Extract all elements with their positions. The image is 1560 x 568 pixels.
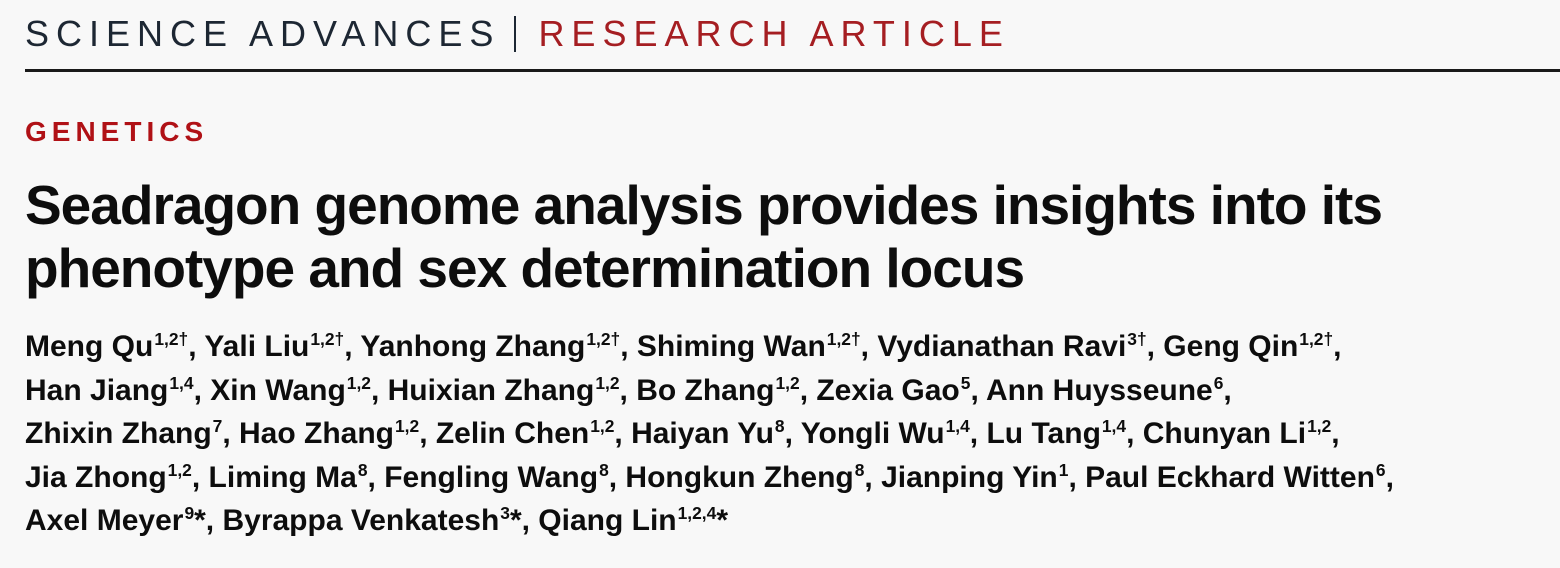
- author: Axel Meyer9*,: [25, 503, 223, 538]
- article-title: Seadragon genome analysis provides insig…: [25, 174, 1383, 299]
- author: Haiyan Yu8,: [631, 416, 801, 451]
- author-affiliations: 8: [854, 459, 865, 480]
- author: Liming Ma8,: [208, 459, 385, 494]
- section-label: GENETICS: [25, 116, 209, 147]
- author-affiliations: 1,2: [590, 416, 615, 437]
- author-affiliations: 1,2,4: [677, 503, 717, 524]
- author-affiliations: 8: [599, 459, 609, 480]
- author-affiliations: 5: [960, 372, 971, 393]
- author: Han Jiang1,4,: [25, 372, 211, 407]
- author: Yali Liu1,2†,: [204, 329, 361, 364]
- author-affiliations: 1,4: [945, 416, 970, 437]
- author-affiliations: 1,2†: [826, 329, 861, 350]
- author-affiliations: 6: [1375, 459, 1386, 480]
- author: Zexia Gao5,: [816, 372, 986, 407]
- author-affiliations: 9: [184, 503, 195, 524]
- author: Yanhong Zhang1,2†,: [360, 329, 637, 364]
- masthead-divider: [514, 16, 517, 52]
- author: Bo Zhang1,2,: [636, 372, 817, 407]
- author: Ann Huysseune6,: [986, 372, 1232, 407]
- author: Byrappa Venkatesh3*,: [222, 503, 539, 538]
- author: Jia Zhong1,2,: [25, 459, 209, 494]
- author-affiliations: 6: [1213, 372, 1224, 393]
- author: Chunyan Li1,2,: [1142, 416, 1340, 451]
- author-affiliations: 8: [357, 459, 368, 480]
- author: Paul Eckhard Witten6,: [1085, 459, 1394, 494]
- author-affiliations: 1,2: [775, 372, 800, 393]
- author-affiliations: 7: [212, 416, 223, 437]
- author: Yongli Wu1,4,: [800, 416, 987, 451]
- article-type-label: RESEARCH ARTICLE: [538, 13, 1010, 54]
- author-affiliations: 8: [774, 416, 785, 437]
- header-rule: [25, 69, 1560, 72]
- author-affiliations: 1,2: [595, 372, 620, 393]
- author-affiliations: 1,2: [346, 372, 371, 393]
- author: Zhixin Zhang7,: [25, 416, 239, 451]
- author: Jianping Yin1,: [881, 459, 1086, 494]
- author: Zelin Chen1,2,: [435, 416, 632, 451]
- author-affiliations: 1,2†: [154, 329, 189, 350]
- author: Geng Qin1,2†,: [1163, 329, 1342, 364]
- author: Hongkun Zheng8,: [625, 459, 882, 494]
- author: Shiming Wan1,2†,: [636, 329, 878, 364]
- author-affiliations: 1: [1058, 459, 1069, 480]
- author-affiliations: 1,2: [1307, 416, 1332, 437]
- author: Qiang Lin1,2,4*: [538, 503, 728, 538]
- author-affiliations: 1,2†: [310, 329, 345, 350]
- author-affiliations: 1,2†: [1299, 329, 1334, 350]
- author-affiliations: 1,2: [395, 416, 420, 437]
- author-affiliations: 1,4: [169, 372, 194, 393]
- author-affiliations: 3†: [1127, 329, 1147, 350]
- author: Huixian Zhang1,2,: [387, 372, 637, 407]
- author: Hao Zhang1,2,: [239, 416, 436, 451]
- author: Xin Wang1,2,: [210, 372, 388, 407]
- author: Vydianathan Ravi3†,: [877, 329, 1164, 364]
- author-affiliations: 1,2†: [586, 329, 621, 350]
- author-affiliations: 1,4: [1101, 416, 1127, 437]
- author: Meng Qu1,2†,: [25, 329, 205, 364]
- author-list: Meng Qu1,2†, Yali Liu1,2†, Yanhong Zhang…: [25, 325, 1550, 543]
- journal-name: SCIENCE ADVANCES: [25, 13, 501, 54]
- author: Lu Tang1,4,: [986, 416, 1143, 451]
- author-affiliations: 3: [500, 503, 510, 524]
- author-affiliations: 1,2: [167, 459, 192, 480]
- masthead: SCIENCE ADVANCES RESEARCH ARTICLE: [25, 13, 1560, 54]
- author: Fengling Wang8,: [384, 459, 626, 494]
